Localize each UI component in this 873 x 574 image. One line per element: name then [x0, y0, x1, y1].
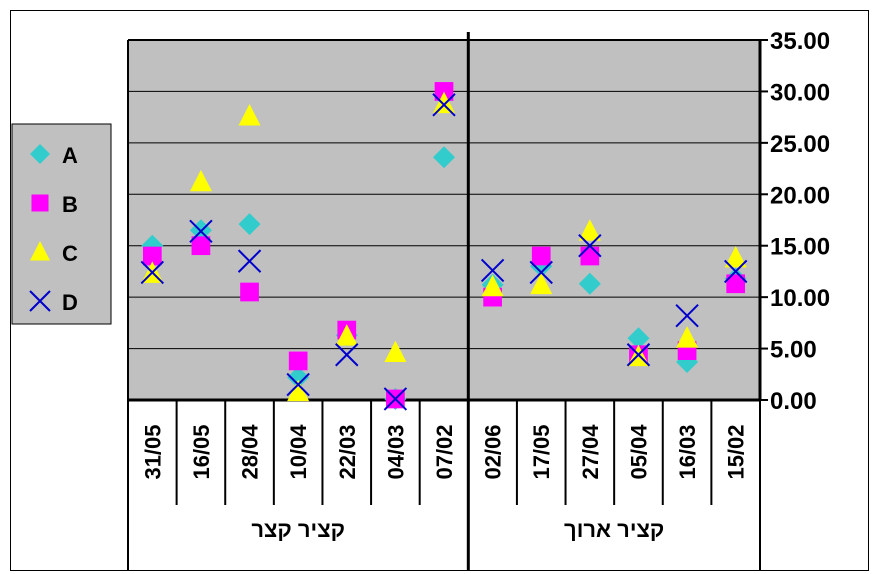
x-tick-label: 02/06 — [481, 424, 506, 479]
data-point-a — [433, 146, 455, 169]
y-tick-label: 0.00 — [770, 388, 817, 415]
x-tick-label: 16/03 — [675, 424, 700, 479]
x-stroke — [578, 234, 602, 258]
data-point-b — [288, 351, 308, 371]
x-stroke — [140, 260, 165, 285]
data-point-c — [530, 272, 553, 295]
y-axis-tick-labels: 0.00 5.00 10.00 15.00 20.00 25.00 30.00 35.00 — [770, 28, 830, 415]
data-point-c — [384, 340, 407, 363]
data-point-a — [627, 327, 650, 350]
data-point-b — [191, 236, 211, 256]
data-point-c — [238, 104, 261, 126]
x-tick-label: 15/02 — [724, 424, 749, 479]
data-point-d — [675, 303, 699, 328]
data-point-d — [578, 234, 602, 258]
data-point-d — [480, 258, 505, 283]
y-tick-label: 15.00 — [770, 234, 830, 261]
x-stroke — [237, 249, 262, 273]
data-point-d — [383, 387, 408, 411]
data-point-b — [726, 274, 746, 294]
series-d — [140, 93, 748, 411]
data-point-a — [141, 234, 164, 257]
x-tick-label: 10/04 — [286, 424, 311, 480]
x-tick-label: 28/04 — [238, 424, 263, 480]
data-point-c — [578, 219, 601, 241]
x-tick-label: 17/05 — [529, 424, 554, 479]
x-stroke — [626, 343, 651, 367]
x-stroke — [480, 258, 505, 283]
legend-label-d: D — [62, 290, 78, 315]
data-point-b — [240, 282, 259, 302]
y-tick-label: 10.00 — [770, 285, 830, 312]
data-point-b — [434, 82, 454, 101]
x-tick-label: 27/04 — [578, 424, 603, 480]
data-point-c — [724, 245, 747, 268]
x-stroke — [383, 387, 408, 411]
data-point-d — [626, 343, 651, 367]
x-tick-label: 05/04 — [626, 424, 651, 480]
x-tick-label: 07/02 — [432, 424, 457, 479]
x-stroke — [29, 290, 51, 312]
data-point-c — [481, 274, 504, 297]
x-stroke — [529, 260, 553, 285]
data-point-a — [578, 272, 601, 295]
data-point-c — [433, 91, 455, 114]
x-group-label: קציר ארוך — [564, 517, 664, 542]
data-point-d — [237, 249, 262, 273]
x-group-label: קציר קצר — [251, 517, 345, 542]
data-points — [140, 82, 748, 411]
x-tick-label: 04/03 — [383, 424, 408, 479]
data-point-d — [529, 260, 553, 285]
x-tick-label: 31/05 — [140, 424, 165, 479]
data-point-d — [189, 219, 213, 244]
y-tick-label: 25.00 — [770, 131, 830, 158]
data-point-d — [140, 260, 165, 285]
legend-marker-b — [31, 194, 49, 212]
x-stroke — [335, 343, 359, 367]
axes — [127, 32, 762, 570]
data-point-c — [676, 326, 699, 348]
data-point-b — [142, 246, 162, 266]
y-tick-label: 20.00 — [770, 182, 830, 209]
legend-box — [11, 123, 112, 325]
x-tick-label: 16/05 — [189, 424, 214, 479]
data-point-a — [530, 255, 553, 278]
y-tick-label: 35.00 — [770, 28, 830, 55]
data-point-c — [335, 324, 358, 346]
data-point-a — [287, 366, 310, 389]
data-point-b — [531, 246, 551, 266]
y-tick-label: 30.00 — [770, 79, 830, 106]
legend-label-a: A — [62, 143, 78, 168]
x-axis-tick-labels: 31/05 16/05 28/04 10/04 22/03 04/03 07/02 02/06… — [140, 424, 748, 480]
data-point-c — [287, 379, 310, 402]
x-stroke — [723, 259, 748, 284]
x-stroke — [675, 303, 699, 328]
legend-marker-a — [30, 144, 50, 164]
legend-label-b: B — [62, 192, 78, 217]
data-point-d — [432, 93, 456, 117]
x-stroke — [189, 219, 213, 244]
x-tick-label: 22/03 — [335, 424, 360, 479]
data-point-d — [723, 259, 748, 284]
x-stroke — [286, 372, 310, 397]
data-point-a — [238, 213, 261, 236]
data-point-c — [189, 169, 212, 192]
data-point-b — [580, 246, 600, 266]
legend-label-c: C — [62, 241, 78, 266]
data-point-d — [286, 372, 310, 397]
x-axis-group-labels: קציר קצר קציר ארוך — [251, 517, 664, 542]
data-point-d — [335, 343, 359, 367]
y-tick-label: 5.00 — [770, 337, 817, 364]
legend-marker-c — [30, 241, 50, 261]
x-stroke — [432, 93, 456, 117]
legend-marker-d — [29, 290, 51, 312]
